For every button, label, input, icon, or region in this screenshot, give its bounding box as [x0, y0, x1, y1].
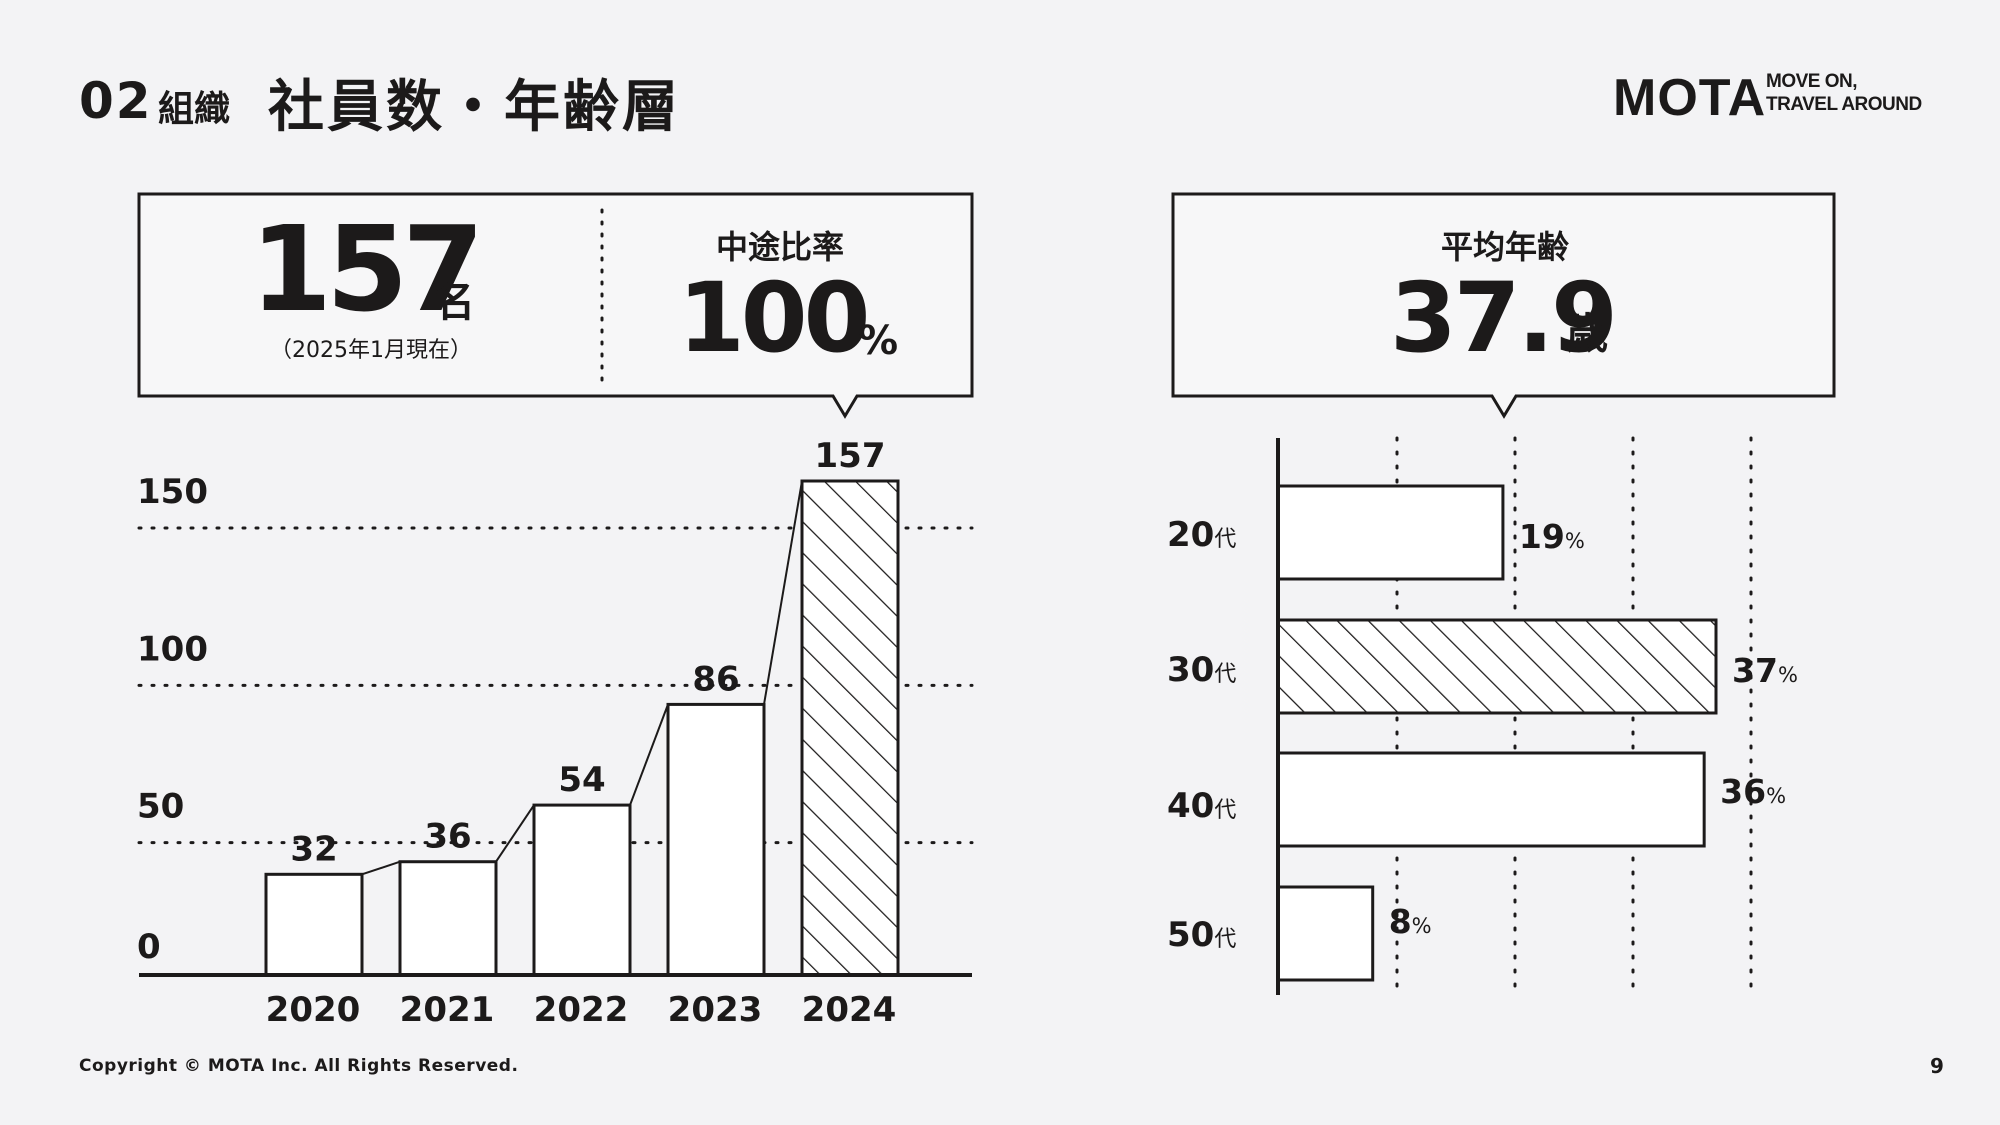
x-tick-label: 2024 — [802, 990, 897, 1030]
age-value-label: 36% — [1720, 772, 1786, 811]
headcount-bar-chart: 0 50 100 150 32 2020 36 2021 54 2022 86 2023 157 2024 — [137, 436, 974, 1030]
age-category-label: 40代 — [1167, 786, 1236, 826]
age-bar-50 — [1276, 885, 1375, 982]
bar-2020 — [264, 872, 364, 977]
page-number: 9 — [1930, 1054, 1944, 1078]
age-value-label: 8% — [1389, 902, 1432, 941]
age-bar-20 — [1276, 484, 1505, 581]
bar-2024 — [800, 479, 900, 977]
y-tick-label: 100 — [137, 629, 208, 669]
bar-2023 — [666, 702, 766, 977]
trend-connector — [629, 704, 669, 806]
y-tick-label: 0 — [137, 927, 161, 967]
x-tick-label: 2021 — [400, 990, 495, 1030]
bar-value-label: 32 — [290, 829, 337, 869]
headcount-unit: 名 — [433, 277, 476, 326]
average-age-label: 平均年齢 — [1440, 228, 1569, 266]
logo-tagline-line-1: MOVE ON, — [1766, 71, 1858, 92]
x-tick-label: 2022 — [534, 990, 629, 1030]
age-distribution-chart: 19% 20代 37% 30代 36% 40代 8% 50代 — [1167, 436, 1798, 995]
mota-logo: MOTA — [1613, 69, 1767, 127]
age-value-label: 19% — [1519, 517, 1585, 556]
age-bar-30 — [1276, 618, 1718, 715]
mid-career-value: 100 — [678, 262, 870, 374]
section-number: 02 — [79, 72, 153, 130]
copyright-text: Copyright © MOTA Inc. All Rights Reserve… — [79, 1056, 519, 1076]
headcount-note: （2025年1月現在） — [270, 338, 472, 363]
headcount-value: 157 — [250, 200, 484, 338]
age-category-label: 30代 — [1167, 650, 1236, 690]
logo-tagline-line-2: TRAVEL AROUND — [1766, 94, 1922, 115]
x-tick-label: 2020 — [266, 990, 361, 1030]
age-category-label: 20代 — [1167, 515, 1236, 555]
average-age-unit: 歳 — [1566, 309, 1609, 358]
bar-2022 — [532, 803, 632, 977]
bar-value-label: 86 — [692, 659, 739, 699]
x-tick-label: 2023 — [668, 990, 763, 1030]
age-bar-40 — [1276, 751, 1706, 848]
age-category-label: 50代 — [1167, 915, 1236, 955]
trend-connector — [763, 480, 803, 705]
y-tick-label: 150 — [137, 472, 208, 512]
trend-connector — [495, 804, 535, 863]
trend-connector — [361, 860, 401, 876]
bar-value-label: 54 — [558, 760, 605, 800]
logo-tagline: MOVE ON, TRAVEL AROUND — [1766, 70, 1922, 116]
bar-value-label: 157 — [815, 436, 886, 476]
age-value-label: 37% — [1732, 651, 1798, 690]
mid-career-label: 中途比率 — [715, 228, 844, 266]
average-age-value: 37.9 — [1390, 262, 1618, 374]
section-label: 組織 — [158, 89, 231, 130]
bar-2021 — [398, 860, 498, 977]
bar-value-label: 36 — [424, 817, 471, 857]
page-title: 社員数・年齢層 — [268, 75, 681, 140]
mid-career-unit: % — [858, 318, 899, 364]
y-tick-label: 50 — [137, 787, 184, 827]
